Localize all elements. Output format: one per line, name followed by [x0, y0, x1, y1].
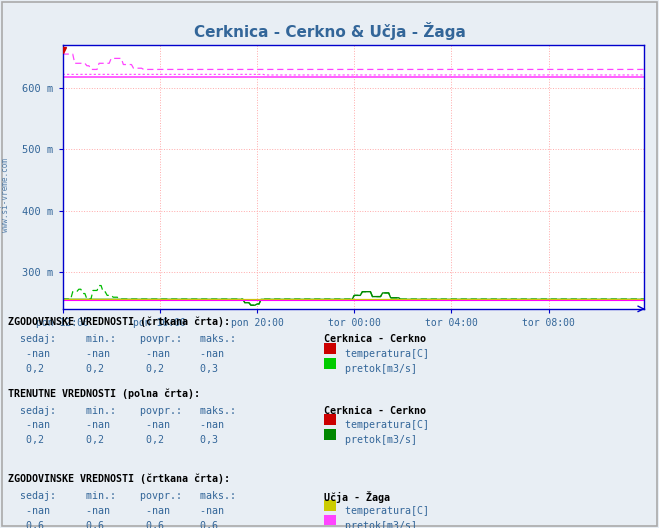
Text: 0,6       0,6       0,6      0,6: 0,6 0,6 0,6 0,6: [8, 521, 218, 528]
Text: pretok[m3/s]: pretok[m3/s]: [339, 435, 417, 445]
Text: TRENUTNE VREDNOSTI (polna črta):: TRENUTNE VREDNOSTI (polna črta):: [8, 388, 200, 399]
Text: ZGODOVINSKE VREDNOSTI (črtkana črta):: ZGODOVINSKE VREDNOSTI (črtkana črta):: [8, 317, 230, 327]
Text: -nan      -nan      -nan     -nan: -nan -nan -nan -nan: [8, 506, 224, 516]
Text: Cerknica - Cerkno: Cerknica - Cerkno: [324, 334, 426, 344]
Text: www.si-vreme.com: www.si-vreme.com: [1, 158, 10, 232]
Text: sedaj:     min.:    povpr.:   maks.:: sedaj: min.: povpr.: maks.:: [8, 334, 236, 344]
Text: 0,2       0,2       0,2      0,3: 0,2 0,2 0,2 0,3: [8, 364, 218, 374]
Text: -nan      -nan      -nan     -nan: -nan -nan -nan -nan: [8, 420, 224, 430]
Text: 0,2       0,2       0,2      0,3: 0,2 0,2 0,2 0,3: [8, 435, 218, 445]
Text: pretok[m3/s]: pretok[m3/s]: [339, 364, 417, 374]
Text: sedaj:     min.:    povpr.:   maks.:: sedaj: min.: povpr.: maks.:: [8, 491, 236, 501]
Text: Učja - Žaga: Učja - Žaga: [324, 491, 390, 503]
Text: -nan      -nan      -nan     -nan: -nan -nan -nan -nan: [8, 349, 224, 359]
Text: sedaj:     min.:    povpr.:   maks.:: sedaj: min.: povpr.: maks.:: [8, 406, 236, 416]
Text: pretok[m3/s]: pretok[m3/s]: [339, 521, 417, 528]
Text: temperatura[C]: temperatura[C]: [339, 349, 430, 359]
Text: temperatura[C]: temperatura[C]: [339, 420, 430, 430]
Text: ZGODOVINSKE VREDNOSTI (črtkana črta):: ZGODOVINSKE VREDNOSTI (črtkana črta):: [8, 474, 230, 484]
Text: temperatura[C]: temperatura[C]: [339, 506, 430, 516]
Text: Cerknica - Cerkno: Cerknica - Cerkno: [324, 406, 426, 416]
Text: Cerknica - Cerkno & Učja - Žaga: Cerknica - Cerkno & Učja - Žaga: [194, 22, 465, 40]
